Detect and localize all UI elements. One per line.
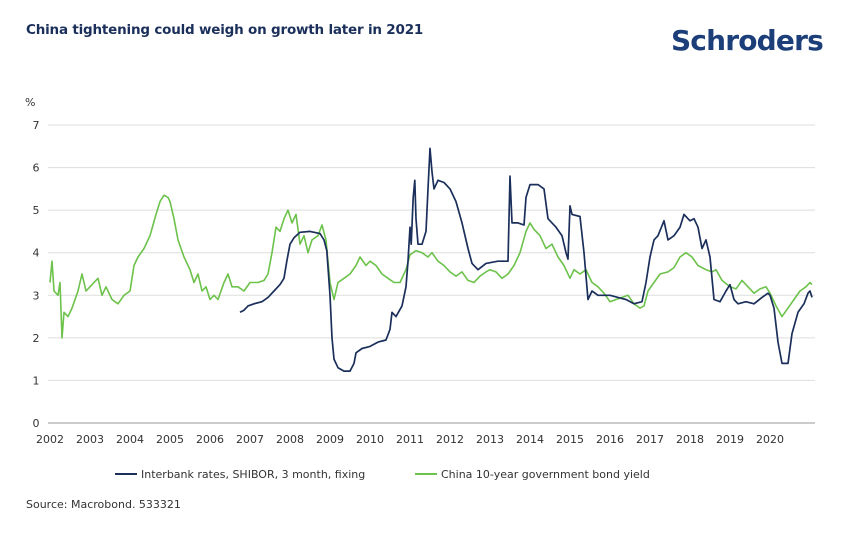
y-tick-label: 2	[33, 332, 40, 345]
brand-logo: Schroders	[670, 24, 824, 57]
series-line-shibor	[239, 147, 813, 372]
legend-label: China 10-year government bond yield	[441, 468, 650, 481]
x-tick-label: 2010	[356, 433, 384, 446]
x-tick-label: 2015	[556, 433, 584, 446]
y-tick-label: 4	[33, 247, 40, 260]
chart-title: China tightening could weigh on growth l…	[26, 22, 424, 38]
x-tick-label: 2007	[236, 433, 264, 446]
x-tick-label: 2009	[316, 433, 344, 446]
y-tick-label: 3	[33, 289, 40, 302]
y-tick-label: 7	[33, 119, 40, 132]
legend: Interbank rates, SHIBOR, 3 month, fixing…	[115, 468, 650, 481]
x-tick-label: 2016	[596, 433, 624, 446]
series-line-bond	[49, 194, 813, 339]
series-lines	[49, 147, 813, 372]
x-tick-label: 2017	[636, 433, 664, 446]
x-tick-label: 2018	[676, 433, 704, 446]
source-note: Source: Macrobond. 533321	[26, 498, 181, 511]
y-tick-label: 0	[33, 417, 40, 430]
y-tick-label: 1	[33, 374, 40, 387]
legend-item-bond: China 10-year government bond yield	[415, 468, 650, 481]
x-tick-label: 2008	[276, 433, 304, 446]
y-tick-label: 5	[33, 204, 40, 217]
legend-label: Interbank rates, SHIBOR, 3 month, fixing	[141, 468, 365, 481]
y-axis-ticks: 0 1 2 3 4 5 6 7	[33, 119, 40, 430]
x-tick-label: 2019	[716, 433, 744, 446]
x-axis-ticks: 2002 2003 2004 2005 2006 2007 2008 2009 2010 2011…	[36, 433, 784, 446]
y-axis-unit: %	[25, 96, 35, 109]
x-tick-label: 2014	[516, 433, 544, 446]
x-tick-label: 2004	[116, 433, 144, 446]
x-tick-label: 2003	[76, 433, 104, 446]
x-tick-label: 2002	[36, 433, 64, 446]
x-tick-label: 2005	[156, 433, 184, 446]
x-tick-label: 2012	[436, 433, 464, 446]
x-tick-label: 2011	[396, 433, 424, 446]
legend-item-shibor: Interbank rates, SHIBOR, 3 month, fixing	[115, 468, 365, 481]
y-tick-label: 6	[33, 162, 40, 175]
x-tick-label: 2020	[756, 433, 784, 446]
x-tick-label: 2013	[476, 433, 504, 446]
x-tick-label: 2006	[196, 433, 224, 446]
